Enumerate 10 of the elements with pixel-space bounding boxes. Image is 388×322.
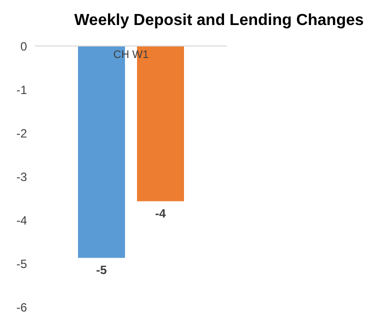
- y-tick-label: -5: [16, 256, 28, 271]
- y-tick-label: -3: [16, 170, 28, 184]
- y-tick-label: -1: [16, 82, 28, 97]
- text: Weekly Deposit and Lending Changes: [73, 11, 365, 31]
- data-label: -4: [155, 206, 166, 220]
- y-tick-label: -4: [16, 213, 28, 228]
- data-label: -5: [96, 262, 108, 277]
- y-tick-label: 0: [20, 39, 28, 54]
- y-tick-label: -6: [16, 300, 28, 314]
- y-tick-label: -2: [16, 126, 28, 140]
